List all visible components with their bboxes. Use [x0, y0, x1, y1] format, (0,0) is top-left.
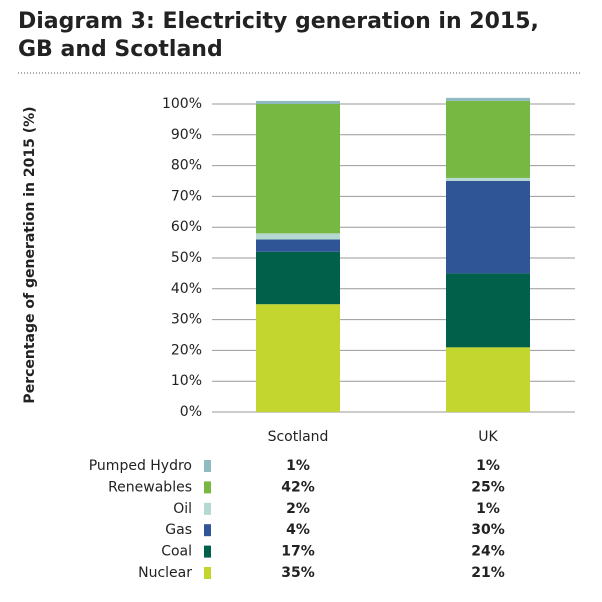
bar-segment: [446, 177, 530, 181]
legend-swatch: [204, 567, 211, 579]
y-tick-label: 10%: [171, 373, 202, 389]
legend-label: Renewables: [108, 479, 192, 495]
bar-segment: [446, 347, 530, 412]
value-label: 30%: [471, 522, 505, 538]
bar-segment: [256, 304, 340, 412]
value-label: 17%: [281, 544, 315, 560]
y-tick-label: 80%: [171, 158, 202, 174]
bar-segment: [446, 100, 530, 178]
bar-segment: [446, 273, 530, 348]
value-label: 21%: [471, 565, 505, 581]
value-label: 24%: [471, 544, 505, 560]
legend-swatch: [204, 460, 211, 472]
value-label: 4%: [286, 522, 310, 538]
value-label: 1%: [286, 458, 310, 474]
legend-label: Coal: [161, 544, 192, 560]
bar-segment: [256, 100, 340, 104]
legend-swatch: [204, 524, 211, 537]
legend-label: Pumped Hydro: [89, 458, 192, 474]
value-label: 2%: [286, 501, 310, 517]
chart-title: Diagram 3: Electricity generation in 201…: [18, 9, 539, 62]
value-label: 1%: [476, 458, 500, 474]
value-label: 25%: [471, 479, 505, 495]
bar-segment: [256, 239, 340, 252]
y-tick-label: 0%: [180, 404, 202, 420]
y-tick-label: 40%: [171, 281, 202, 297]
legend-label: Gas: [165, 522, 192, 538]
x-tick-label: Scotland: [268, 429, 329, 445]
y-tick-label: 70%: [171, 188, 202, 204]
y-axis-label: Percentage of generation in 2015 (%): [22, 106, 38, 403]
y-tick-label: 30%: [171, 312, 202, 328]
bar-segment: [256, 233, 340, 240]
legend-swatch: [204, 481, 211, 494]
y-tick-label: 100%: [162, 96, 202, 112]
value-label: 35%: [281, 565, 315, 581]
legend-label: Nuclear: [138, 565, 192, 581]
value-label: 1%: [476, 501, 500, 517]
legend-label: Oil: [173, 501, 192, 517]
y-tick-label: 90%: [171, 127, 202, 143]
legend-swatch: [204, 545, 211, 558]
bar-segment: [256, 251, 340, 305]
y-tick-label: 60%: [171, 219, 202, 235]
y-tick-label: 50%: [171, 250, 202, 266]
legend-swatch: [204, 502, 211, 515]
bar-segment: [446, 97, 530, 101]
x-tick-label: UK: [478, 429, 498, 445]
value-label: 42%: [281, 479, 315, 495]
bar-segment: [446, 181, 530, 274]
bar-segment: [256, 104, 340, 234]
y-tick-label: 20%: [171, 342, 202, 358]
